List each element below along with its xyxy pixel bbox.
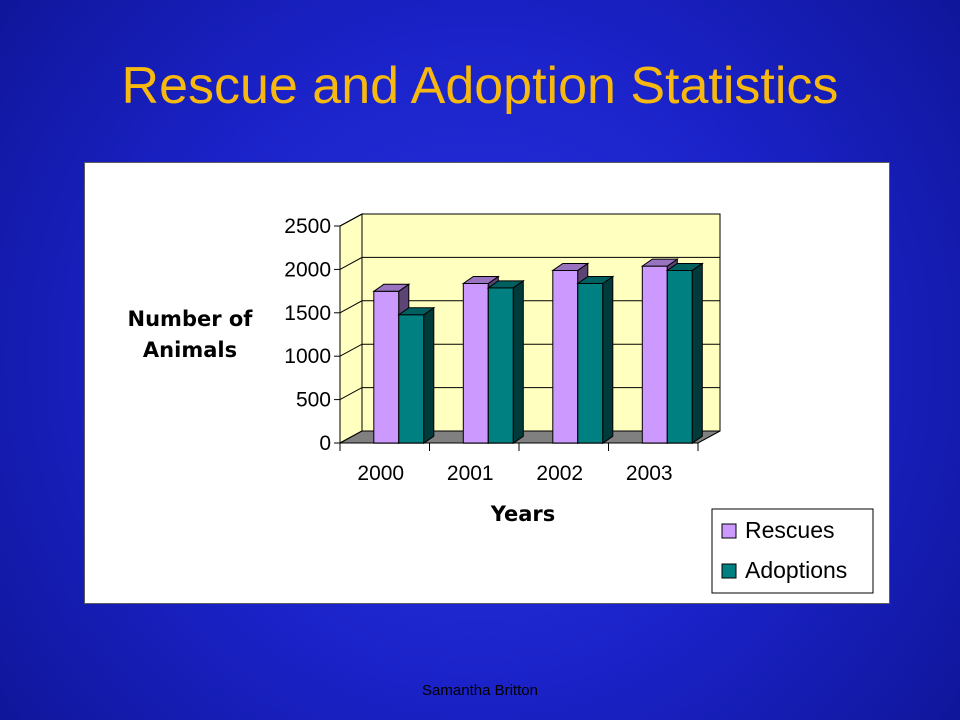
gridline: [339, 213, 720, 227]
legend: Rescues Adoptions: [711, 508, 874, 594]
legend-swatch-adoptions: [721, 563, 737, 579]
bars: [372, 258, 704, 445]
bar-rescues-2002-top: [551, 262, 590, 271]
bar-adoptions-2001-front: [487, 287, 514, 444]
x-axis-title: Years: [490, 502, 556, 526]
bar-rescues-2001-top: [461, 275, 500, 284]
bar-rescues-2003-front: [641, 265, 668, 444]
y-tick-label: 1500: [284, 302, 331, 325]
bar-adoptions-2002-side: [602, 275, 614, 445]
bar-adoptions-2003-side: [691, 262, 703, 445]
bar-adoptions-2003: [665, 262, 704, 445]
bar-adoptions-2000-front: [398, 314, 425, 444]
y-tick-label: 2500: [284, 215, 331, 238]
footer-author: Samantha Britton: [422, 682, 538, 699]
bar-adoptions-2002: [576, 275, 615, 445]
bar-adoptions-2001-top: [486, 280, 525, 289]
x-tick-label: 2002: [536, 462, 583, 485]
x-tick-label: 2000: [357, 462, 404, 485]
y-tick-label: 2000: [284, 258, 331, 281]
legend-label-adoptions: Adoptions: [745, 557, 847, 583]
legend-box: [711, 508, 874, 594]
x-tick-labels: 2000 2001 2002 2003: [339, 442, 699, 485]
bar-rescues-2000-front: [373, 290, 400, 444]
bar-adoptions-2003-front: [666, 269, 693, 444]
chart-svg: 0 500 1000 1500 2000 2500 2000 2001 2002 2003 Nu…: [128, 213, 874, 594]
chart-panel: 0 500 1000 1500 2000 2500 2000 2001 2002 2003 Nu…: [84, 162, 890, 604]
bar-rescues-2000-top: [372, 283, 411, 292]
bar-rescues-2002-front: [552, 269, 579, 444]
gridline: [339, 256, 720, 270]
bar-adoptions-2002-top: [576, 275, 615, 284]
bar-adoptions-2000: [397, 306, 436, 445]
y-tick-label: 500: [296, 389, 331, 412]
bar-rescues-2003-top: [640, 258, 679, 267]
bar-adoptions-2001-side: [512, 279, 524, 445]
bar-adoptions-2001: [486, 279, 525, 445]
y-tick-labels: 0 500 1000 1500 2000 2500: [284, 215, 341, 455]
bar-adoptions-2003-top: [665, 262, 704, 271]
bar-rescues-2003: [640, 258, 679, 445]
y-tick-label: 1000: [284, 345, 331, 368]
legend-label-rescues: Rescues: [745, 517, 834, 543]
y-axis-title-line-1: Number of: [128, 307, 254, 331]
bar-adoptions-2000-side: [423, 306, 435, 445]
x-tick-label: 2003: [626, 462, 673, 485]
slide-title: Rescue and Adoption Statistics: [121, 57, 839, 115]
bar-adoptions-2002-front: [577, 282, 604, 444]
y-axis-title-line-2: Animals: [143, 338, 237, 362]
bar-adoptions-2000-top: [397, 307, 436, 316]
bar-rescues-2001-front: [462, 282, 489, 444]
x-tick-label: 2001: [447, 462, 494, 485]
legend-swatch-rescues: [721, 523, 737, 539]
y-tick-label: 0: [319, 432, 331, 455]
side-wall: [339, 213, 363, 444]
